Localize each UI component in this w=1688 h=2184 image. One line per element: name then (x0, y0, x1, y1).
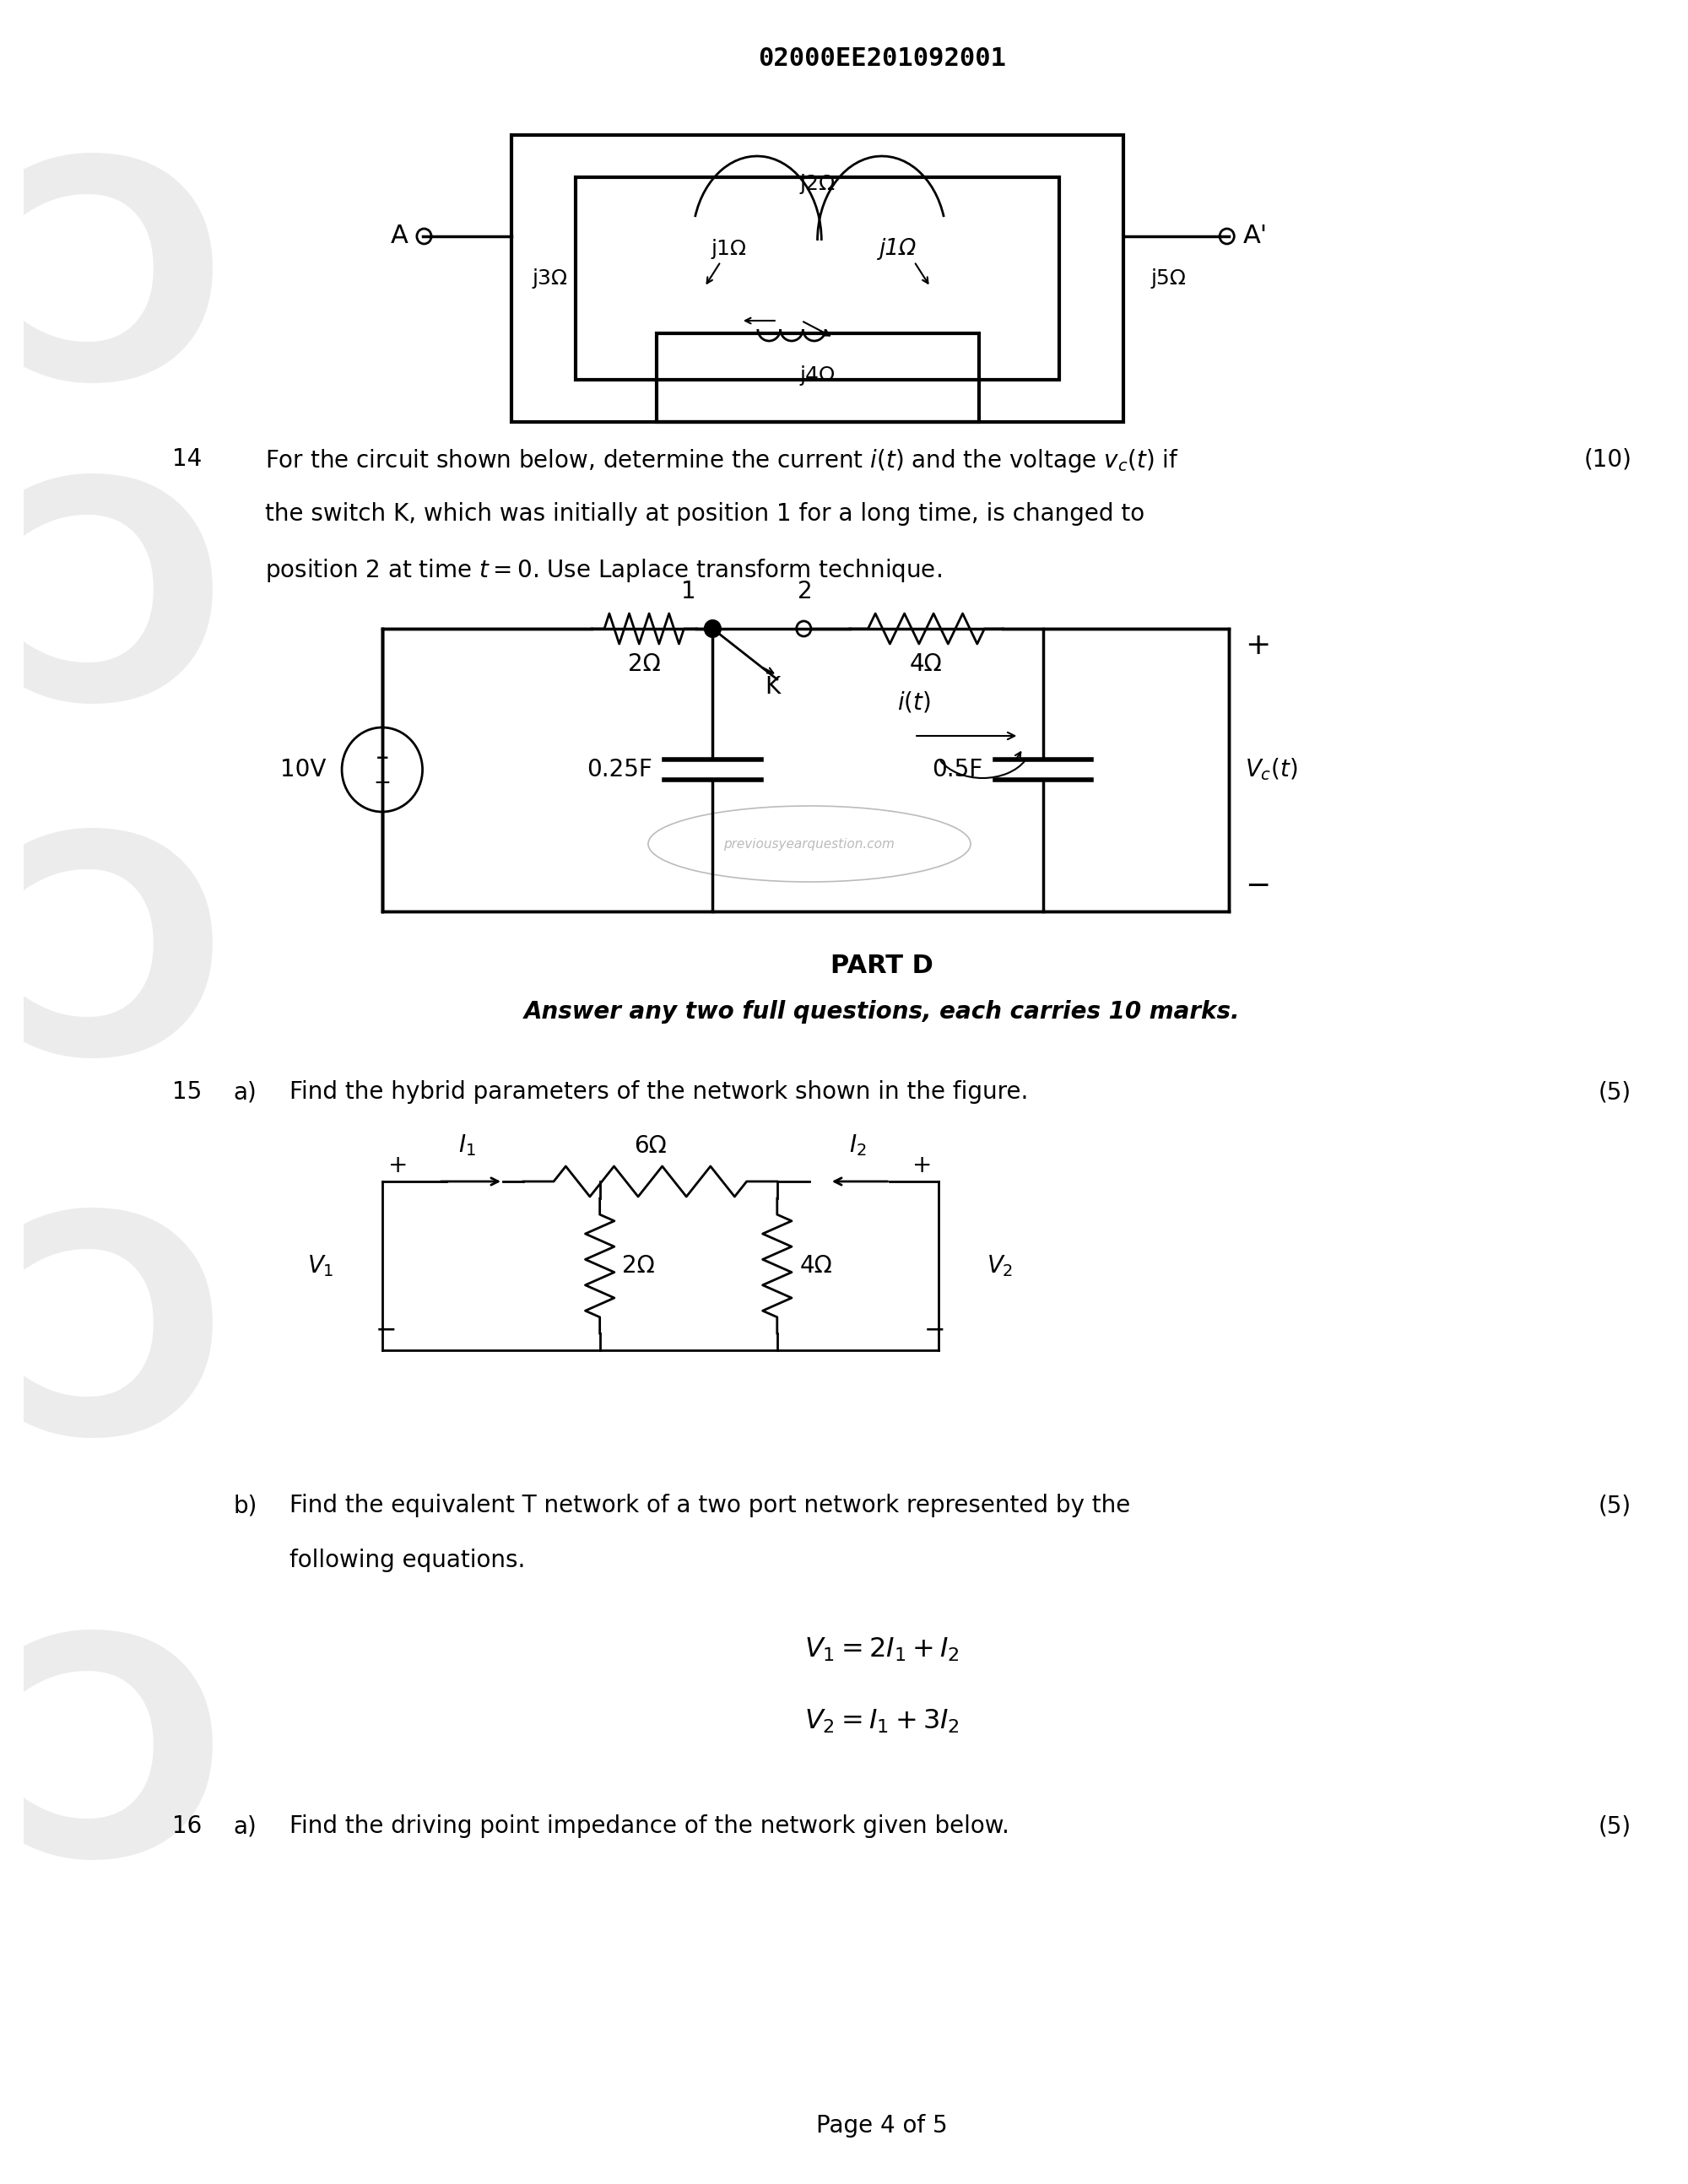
Text: +: + (1244, 631, 1271, 660)
Text: −: − (373, 773, 392, 793)
Text: position 2 at time $t = 0$. Use Laplace transform technique.: position 2 at time $t = 0$. Use Laplace … (265, 557, 942, 583)
Text: $V_1 = 2I_1 + I_2$: $V_1 = 2I_1 + I_2$ (803, 1636, 959, 1664)
Text: Ɔ: Ɔ (8, 1203, 231, 1498)
Text: Ɔ: Ɔ (8, 149, 231, 443)
Text: 02000EE201092001: 02000EE201092001 (758, 46, 1006, 70)
Text: $V_c(t)$: $V_c(t)$ (1244, 756, 1298, 782)
Text: previousyearquestion.com: previousyearquestion.com (724, 839, 895, 850)
Text: $V_1$: $V_1$ (307, 1254, 334, 1278)
Text: 1: 1 (680, 579, 695, 603)
Text: 2Ω: 2Ω (628, 653, 660, 677)
Text: +: + (388, 1153, 408, 1177)
Text: Page 4 of 5: Page 4 of 5 (817, 2114, 947, 2138)
Text: 2: 2 (798, 579, 814, 603)
Text: (5): (5) (1599, 1494, 1632, 1518)
Text: −: − (1244, 871, 1269, 900)
Text: $i(t)$: $i(t)$ (898, 690, 932, 714)
Text: 0.25F: 0.25F (586, 758, 652, 782)
Text: Ɔ: Ɔ (8, 823, 231, 1118)
Text: (5): (5) (1599, 1081, 1632, 1103)
Text: K: K (765, 675, 780, 699)
Text: A: A (390, 225, 408, 249)
Bar (511, 135, 1124, 422)
Text: $I_2$: $I_2$ (849, 1133, 866, 1158)
Text: 2Ω: 2Ω (623, 1254, 655, 1278)
Text: 4Ω: 4Ω (910, 653, 942, 677)
Text: +: + (375, 749, 390, 767)
Text: Find the equivalent T network of a two port network represented by the: Find the equivalent T network of a two p… (289, 1494, 1131, 1518)
Text: b): b) (233, 1494, 257, 1518)
Text: 4Ω: 4Ω (800, 1254, 832, 1278)
Text: following equations.: following equations. (289, 1548, 525, 1572)
Text: PART D: PART D (830, 954, 933, 978)
Text: −: − (375, 1317, 397, 1341)
Text: $V_2 = I_1 + 3I_2$: $V_2 = I_1 + 3I_2$ (803, 1708, 959, 1736)
Text: j1Ω: j1Ω (711, 238, 746, 260)
Text: 16: 16 (172, 1815, 203, 1839)
Text: j1Ω: j1Ω (879, 238, 917, 260)
Text: (5): (5) (1599, 1815, 1632, 1839)
Text: 6Ω: 6Ω (635, 1133, 667, 1158)
Text: 15: 15 (172, 1081, 203, 1103)
Text: j2Ω: j2Ω (800, 175, 836, 194)
Text: a): a) (233, 1081, 257, 1103)
Text: For the circuit shown below, determine the current $i(t)$ and the voltage $v_c(t: For the circuit shown below, determine t… (265, 448, 1180, 474)
Bar (657, 334, 979, 422)
Text: j4Ω: j4Ω (800, 365, 836, 387)
Text: Find the hybrid parameters of the network shown in the figure.: Find the hybrid parameters of the networ… (289, 1081, 1028, 1103)
Text: j5Ω: j5Ω (1150, 269, 1185, 288)
Text: −: − (923, 1317, 945, 1341)
Text: a): a) (233, 1815, 257, 1839)
Text: 0.5F: 0.5F (932, 758, 982, 782)
Text: j3Ω: j3Ω (532, 269, 567, 288)
Text: $V_2$: $V_2$ (987, 1254, 1013, 1278)
Text: Find the driving point impedance of the network given below.: Find the driving point impedance of the … (289, 1815, 1009, 1839)
Bar (576, 177, 1060, 380)
Text: 10V: 10V (280, 758, 326, 782)
Text: $I_1$: $I_1$ (457, 1133, 476, 1158)
Text: the switch K, which was initially at position 1 for a long time, is changed to: the switch K, which was initially at pos… (265, 502, 1144, 526)
Text: +: + (913, 1153, 932, 1177)
Text: A': A' (1242, 225, 1268, 249)
Text: (10): (10) (1583, 448, 1632, 472)
Text: Answer any two full questions, each carries 10 marks.: Answer any two full questions, each carr… (523, 1000, 1241, 1024)
Circle shape (704, 620, 721, 638)
Text: 14: 14 (172, 448, 203, 472)
Bar (381, 629, 1229, 911)
Text: Ɔ: Ɔ (8, 470, 231, 762)
Text: Ɔ: Ɔ (8, 1625, 231, 1920)
